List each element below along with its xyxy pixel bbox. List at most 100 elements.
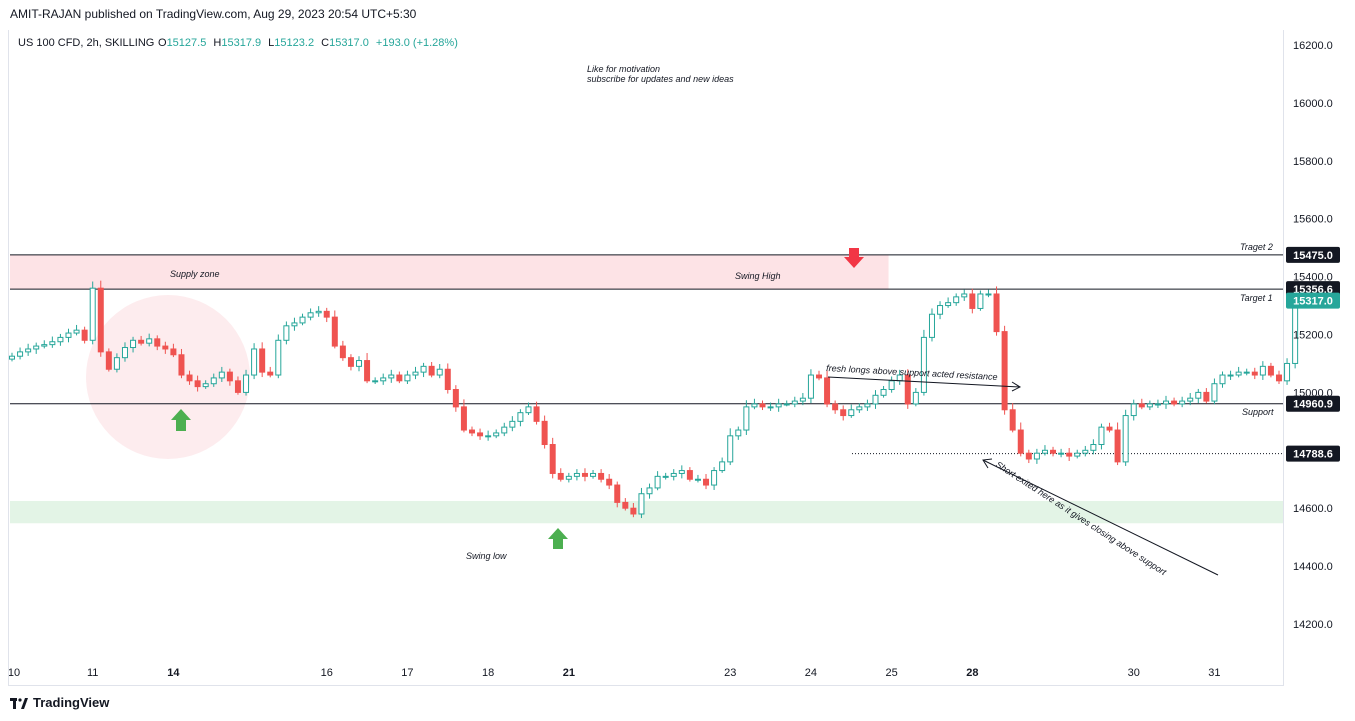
candle-body bbox=[1187, 397, 1194, 402]
candle-body bbox=[977, 293, 984, 309]
candle-body bbox=[1122, 415, 1129, 463]
candle-body bbox=[670, 472, 677, 477]
ohlc-readout: O15127.5 H15317.9 L15123.2 C15317.0 +193… bbox=[158, 37, 458, 49]
candle-body bbox=[347, 357, 354, 367]
x-tick-label: 18 bbox=[482, 667, 494, 679]
x-tick-label: 11 bbox=[87, 667, 98, 679]
candle-body bbox=[767, 406, 774, 409]
publisher-caption: AMIT-RAJAN published on TradingView.com,… bbox=[10, 7, 417, 21]
candle-body bbox=[759, 403, 766, 408]
candle-body bbox=[444, 368, 451, 391]
candle-body bbox=[525, 406, 532, 414]
x-tick-label: 30 bbox=[1128, 667, 1140, 679]
x-tick-label: 21 bbox=[563, 667, 575, 679]
x-axis: 10 11 14 16 17 18 21 23 24 25 28 30 31 bbox=[8, 667, 1221, 679]
candle-body bbox=[234, 380, 241, 393]
candle-body bbox=[259, 348, 266, 373]
candle-body bbox=[646, 487, 653, 495]
candle-body bbox=[904, 374, 911, 405]
candle-body bbox=[816, 374, 822, 379]
candle-body bbox=[202, 383, 209, 388]
highlight-circle bbox=[86, 295, 250, 459]
note-motivation: Like for motivation bbox=[587, 64, 660, 74]
candle-body bbox=[573, 472, 580, 477]
candle-body bbox=[1009, 409, 1016, 431]
x-tick-label: 10 bbox=[8, 667, 20, 679]
note-subscribe: subscribe for updates and new ideas bbox=[587, 74, 734, 84]
candle-body bbox=[961, 293, 968, 298]
candle-body bbox=[1243, 371, 1250, 374]
candle-body bbox=[81, 329, 88, 341]
candle-body bbox=[686, 470, 693, 480]
candle-body bbox=[283, 325, 290, 341]
x-tick-label: 31 bbox=[1208, 667, 1220, 679]
candle-body bbox=[291, 322, 298, 327]
candle-body bbox=[1138, 403, 1145, 408]
tradingview-logo-icon bbox=[10, 697, 28, 709]
candle-body bbox=[1179, 400, 1186, 405]
candle-body bbox=[703, 478, 710, 486]
candle-body bbox=[799, 397, 806, 402]
candle-body bbox=[243, 374, 250, 393]
y-tick-label: 14200.0 bbox=[1293, 619, 1333, 631]
price-badge-label: 15317.0 bbox=[1293, 296, 1333, 308]
candle-body bbox=[275, 339, 282, 376]
x-tick-label: 23 bbox=[724, 667, 736, 679]
y-tick-label: 15800.0 bbox=[1293, 156, 1333, 168]
y-tick-label: 14400.0 bbox=[1293, 561, 1333, 573]
candle-body bbox=[1235, 371, 1242, 376]
candle-body bbox=[57, 336, 64, 343]
candle-body bbox=[791, 400, 798, 405]
y-tick-label: 15600.0 bbox=[1293, 214, 1333, 226]
candle-body bbox=[396, 374, 403, 382]
candle-body bbox=[485, 435, 492, 438]
brand-name: TradingView bbox=[33, 695, 110, 710]
candle-body bbox=[501, 426, 508, 434]
candle-body bbox=[993, 293, 1000, 333]
x-tick-label: 25 bbox=[886, 667, 898, 679]
candle-body bbox=[1001, 331, 1008, 411]
candle-body bbox=[1066, 452, 1073, 457]
price-badge-label: 14788.6 bbox=[1293, 449, 1333, 461]
candle-body bbox=[856, 406, 863, 411]
candle-body bbox=[428, 365, 435, 376]
candle-body bbox=[1041, 449, 1048, 454]
candle-body bbox=[97, 287, 104, 353]
candle-body bbox=[1163, 400, 1170, 405]
zones-layer bbox=[10, 254, 1283, 524]
candle-body bbox=[178, 354, 185, 376]
candle-body bbox=[541, 420, 548, 446]
candle-body bbox=[364, 360, 371, 382]
candle-body bbox=[113, 357, 120, 370]
candle-body bbox=[1284, 362, 1291, 382]
candle-body bbox=[356, 360, 363, 367]
candle-body bbox=[654, 475, 661, 489]
candle-body bbox=[299, 316, 306, 324]
label-swing-low: Swing low bbox=[466, 551, 507, 561]
candle-body bbox=[170, 348, 177, 356]
candle-body bbox=[1130, 403, 1137, 417]
candle-body bbox=[323, 310, 330, 318]
candle-body bbox=[945, 302, 952, 307]
candle-body bbox=[420, 365, 427, 373]
price-badge-14788.6 bbox=[1286, 445, 1340, 462]
candle-body bbox=[41, 344, 48, 347]
candle-body bbox=[33, 345, 40, 350]
chart-frame bbox=[8, 30, 1284, 686]
buy-arrow-icon-swing-low bbox=[548, 528, 568, 549]
candle-body bbox=[339, 345, 346, 359]
fresh-longs-arrow bbox=[827, 376, 1022, 392]
demand-zone bbox=[10, 500, 1283, 524]
candle-body bbox=[493, 432, 500, 437]
candle-body bbox=[590, 472, 597, 477]
candle-body bbox=[1033, 452, 1040, 460]
candle-body bbox=[65, 332, 72, 338]
candle-body bbox=[25, 348, 32, 353]
candle-body bbox=[598, 472, 605, 480]
candle-body bbox=[251, 348, 258, 376]
candle-body bbox=[1227, 374, 1234, 377]
candle-body bbox=[638, 493, 645, 515]
price-lines-layer bbox=[10, 254, 1283, 455]
